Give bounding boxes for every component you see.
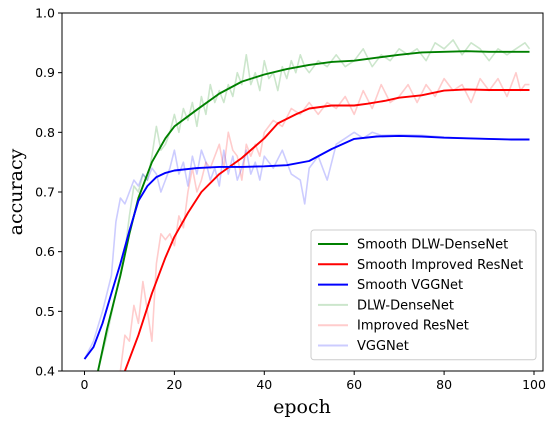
x-tick-label: 20 <box>166 377 182 392</box>
x-tick-label: 40 <box>256 377 272 392</box>
series-layer <box>83 39 531 371</box>
y-tick-label: 1.0 <box>35 6 55 21</box>
x-tick-label: 80 <box>436 377 452 392</box>
y-tick-label: 0.4 <box>35 364 55 379</box>
legend-box <box>310 229 537 361</box>
y-tick-label: 0.7 <box>35 185 55 200</box>
y-tick-label: 0.6 <box>35 244 55 259</box>
legend-label-dlw-densenet: DLW-DenseNet <box>357 298 454 313</box>
legend-label-vggnet: VGGNet <box>357 339 409 354</box>
series-line-smooth-improved-resnet <box>124 88 530 371</box>
series-line-vggnet <box>83 131 530 360</box>
x-axis-ticks: 0 20 40 60 80 100 <box>81 371 546 392</box>
legend-label-smooth-dlw-densenet: Smooth DLW-DenseNet <box>357 238 508 253</box>
x-tick-label: 60 <box>346 377 362 392</box>
legend-label-smooth-improved-resnet: Smooth Improved ResNet <box>357 258 523 273</box>
y-axis-title: accuracy <box>5 148 27 235</box>
x-axis-title: epoch <box>273 396 331 418</box>
y-tick-label: 0.8 <box>35 125 55 140</box>
y-tick-label: 0.5 <box>35 304 55 319</box>
legend-label-improved-resnet: Improved ResNet <box>357 319 469 334</box>
legend-label-smooth-vggnet: Smooth VGGNet <box>357 278 463 293</box>
x-tick-label: 0 <box>81 377 89 392</box>
series-line-smooth-vggnet <box>83 134 530 360</box>
y-axis-ticks: 0.4 0.5 0.6 0.7 0.8 0.9 1.0 <box>35 6 62 379</box>
y-tick-label: 0.9 <box>35 65 55 80</box>
x-tick-label: 100 <box>522 377 546 392</box>
legend: Smooth DLW-DenseNet Smooth Improved ResNe… <box>310 229 537 361</box>
series-line-improved-resnet <box>119 71 530 371</box>
